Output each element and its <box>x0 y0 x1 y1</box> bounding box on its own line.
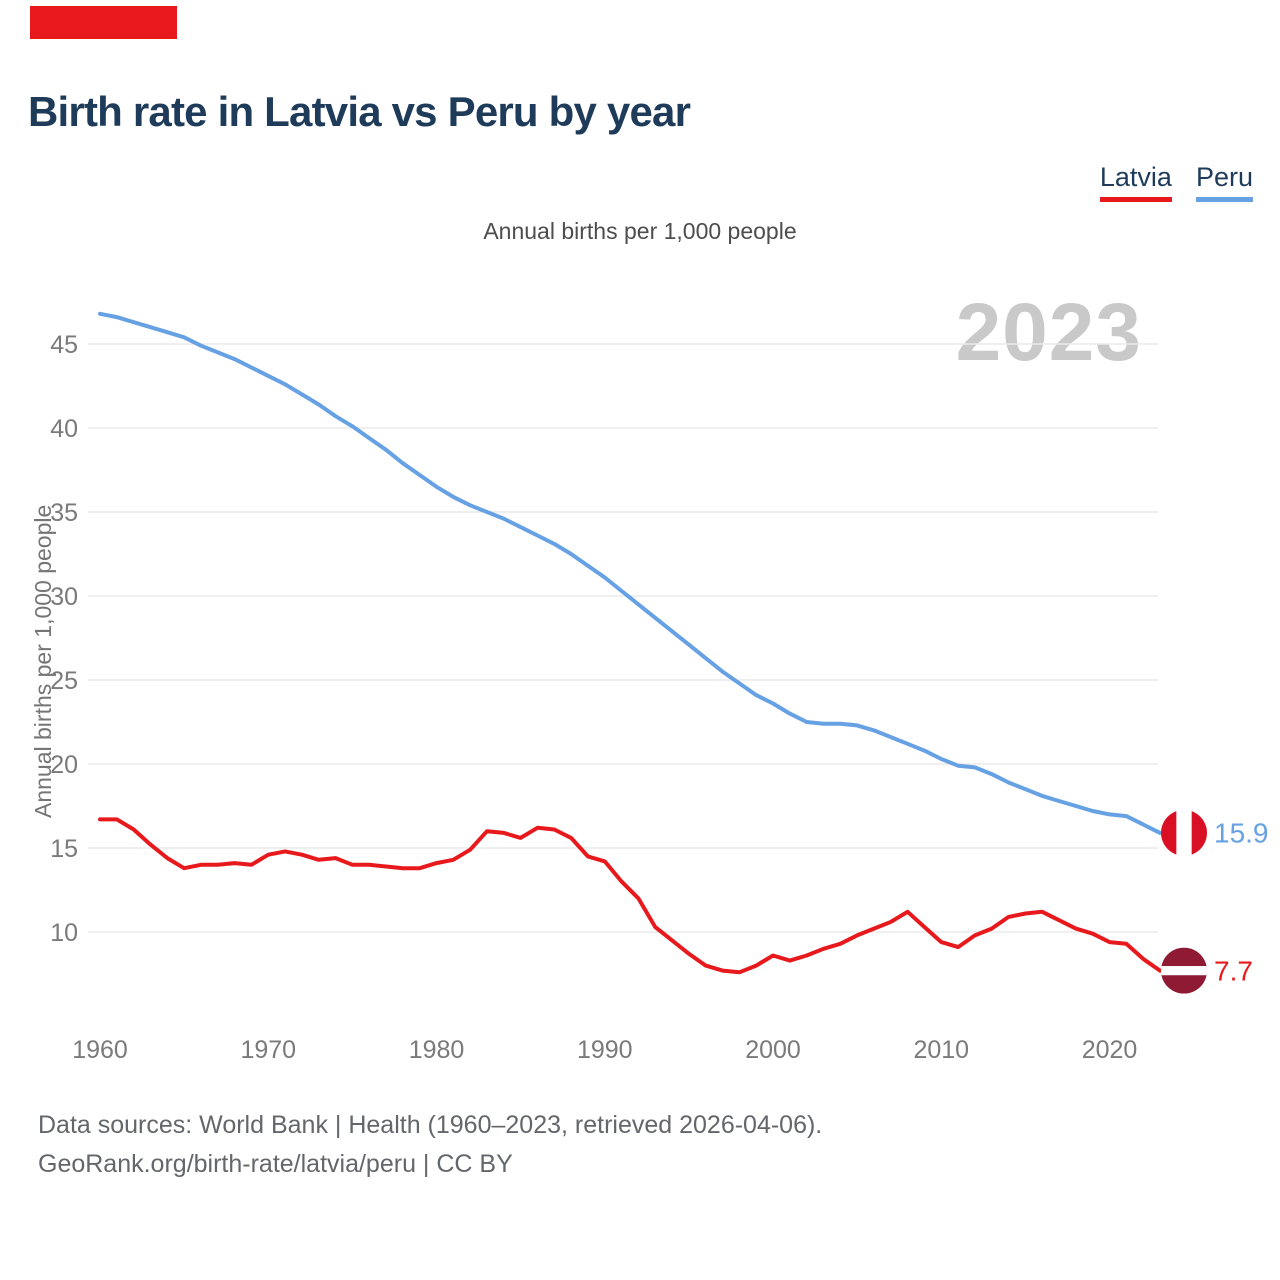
x-tick-label: 2010 <box>913 1036 969 1064</box>
latvia-line <box>98 817 1162 975</box>
legend-item-peru[interactable]: Peru <box>1195 162 1253 202</box>
peru-line <box>98 311 1162 835</box>
legend: Latvia Peru <box>1099 162 1253 202</box>
x-tick-label: 1990 <box>577 1036 633 1064</box>
y-tick-label: 20 <box>50 751 78 779</box>
x-tick-label: 2020 <box>1082 1036 1138 1064</box>
footer-sources: Data sources: World Bank | Health (1960–… <box>38 1111 823 1139</box>
legend-item-latvia[interactable]: Latvia <box>1099 162 1172 202</box>
y-tick-label: 40 <box>50 415 78 443</box>
y-tick-label: 45 <box>50 331 78 359</box>
x-tick-label: 1980 <box>409 1036 465 1064</box>
peru-end-value: 15.9 <box>1214 818 1269 849</box>
footer-url: GeoRank.org/birth-rate/latvia/peru | CC … <box>38 1150 513 1178</box>
peru-flag-icon <box>1161 809 1207 856</box>
y-tick-label: 10 <box>50 919 78 947</box>
y-tick-label: 30 <box>50 583 78 611</box>
page-title: Birth rate in Latvia vs Peru by year <box>28 88 691 135</box>
footer: Data sources: World Bank | Health (1960–… <box>38 1106 822 1184</box>
x-tick-label: 1970 <box>240 1036 296 1064</box>
header-accent-bar <box>30 6 177 39</box>
x-tick-label: 2000 <box>745 1036 801 1064</box>
y-tick-label: 15 <box>50 835 78 863</box>
y-tick-label: 25 <box>50 667 78 695</box>
latvia-end-value: 7.7 <box>1214 955 1253 986</box>
x-tick-label: 1960 <box>72 1036 128 1064</box>
chart-subtitle: Annual births per 1,000 people <box>483 218 797 244</box>
year-watermark: 2023 <box>955 287 1142 378</box>
latvia-flag-icon <box>1161 947 1207 994</box>
y-tick-label: 35 <box>50 499 78 527</box>
